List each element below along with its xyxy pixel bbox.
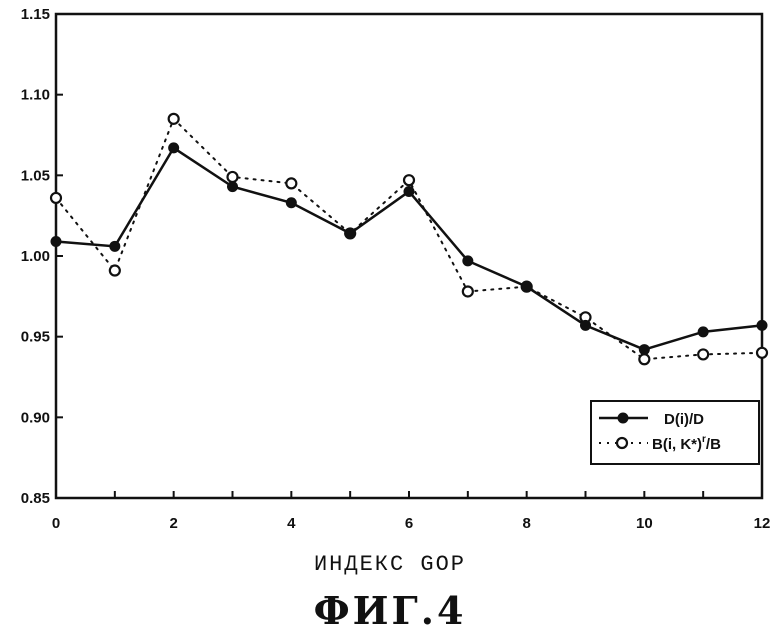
x-tick-label: 12 [754,515,771,532]
x-tick-label: 8 [522,515,530,532]
series-2-point [286,178,296,188]
series-2-point [639,354,649,364]
legend-marker-filled [618,413,629,424]
series-2-point [757,348,767,358]
y-tick-label: 1.00 [21,248,50,265]
series-2-point [698,349,708,359]
legend-label-series-1: D(i)/D [664,411,704,428]
series-1-point [404,186,415,197]
series-2-point [463,286,473,296]
legend: D(i)/D B(i, K*)r/B [591,401,759,464]
legend-label-series-2-tail: /B [706,436,721,453]
line-chart: 0.85 0.90 0.95 1.00 1.05 1.10 1.15 0 2 4 6 8 10 12 D… [0,0,780,540]
series-1-point [286,197,297,208]
series-1-point [698,326,709,337]
x-tick-label: 2 [169,515,177,532]
y-tick-label: 1.15 [21,6,50,23]
legend-label-series-2-main: B(i, K*) [652,436,702,453]
series-1-point [521,281,532,292]
legend-label-series-2: B(i, K*)r/B [652,434,721,453]
series-1-point [51,236,62,247]
series-2-point [404,175,414,185]
legend-marker-open [617,438,627,448]
series-1-point [227,181,238,192]
y-tick-label: 0.85 [21,490,50,507]
series-1-point [168,142,179,153]
series-2-point [169,114,179,124]
series-2-point [228,172,238,182]
series-1-point [757,320,768,331]
series-1-point [639,344,650,355]
series-layer [51,114,768,364]
x-tick-label: 10 [636,515,653,532]
x-axis-title: ИНДЕКС GOP [0,552,780,577]
x-tick-label: 4 [287,515,296,532]
series-1-point [580,320,591,331]
series-2-line [56,119,762,359]
y-tick-label: 1.10 [21,87,50,104]
x-tick-label: 6 [405,515,413,532]
y-tick-label: 1.05 [21,167,50,184]
series-2-point [51,193,61,203]
series-2-point [110,266,120,276]
figure-caption: ФИГ.4 [0,588,780,633]
series-1-point [462,255,473,266]
series-1-point [109,241,120,252]
y-tick-label: 0.90 [21,409,50,426]
series-1-point [345,228,356,239]
x-tick-label: 0 [52,515,60,532]
y-tick-label: 0.95 [21,329,50,346]
